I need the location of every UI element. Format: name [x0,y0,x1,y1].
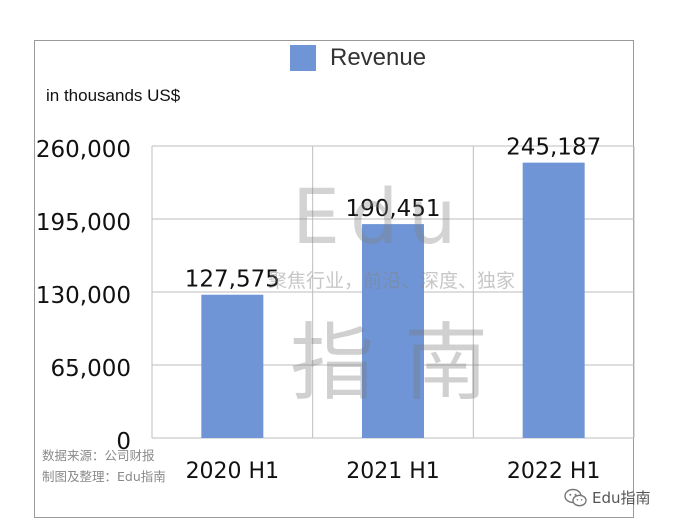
watermark-cjk: 指南 [290,314,519,412]
x-tick-label: 2022 H1 [507,459,601,484]
y-tick-label: 260,000 [36,137,131,163]
data-label: 245,187 [506,135,601,161]
watermark-tagline: 聚焦行业，前沿、深度、独家 [268,270,516,292]
source-note: 数据来源：公司财报 [42,448,155,463]
wechat-icon [564,488,587,506]
y-tick-label: 195,000 [36,210,131,236]
legend-swatch-revenue [290,45,316,71]
bar-revenue [201,294,264,438]
watermark-latin: Edu [292,172,467,261]
brand-label: Edu指南 [592,489,651,507]
y-tick-label: 130,000 [36,283,131,309]
data-label: 190,451 [345,196,440,222]
y-tick-label: 65,000 [51,356,131,382]
credit-note: 制图及整理：Edu指南 [42,469,166,484]
data-label: 127,575 [185,267,280,293]
y-tick-label: 0 [116,429,131,455]
brand-footer: Edu指南 [564,487,651,508]
legend: Revenue [290,44,426,72]
bar-revenue [522,162,585,438]
legend-label-revenue: Revenue [330,44,427,71]
x-tick-label: 2020 H1 [186,459,280,484]
x-tick-label: 2021 H1 [346,459,440,484]
bar-revenue [362,224,424,438]
y-axis-unit-label: in thousands US$ [46,86,181,105]
